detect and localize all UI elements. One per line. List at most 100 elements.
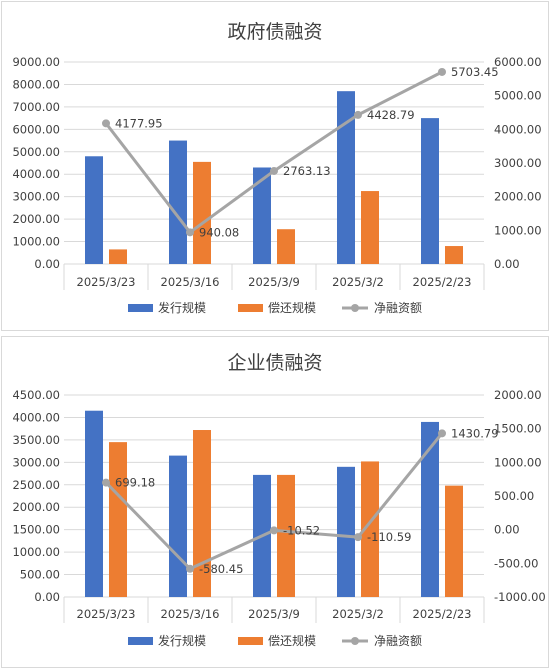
repay-bar [361,191,379,264]
x-tick-label: 2025/3/9 [248,607,300,621]
y-right-tick-label: 2000.00 [494,388,542,402]
net-financing-line [104,432,444,571]
legend-net-marker [351,637,359,645]
y-left-tick-label: 3000.00 [12,455,60,469]
y-right-tick-label: 500.00 [494,489,534,503]
issue-bar [253,167,271,264]
x-tick-label: 2025/3/16 [161,607,220,621]
x-tick-label: 2025/3/2 [332,607,384,621]
repay-bar [109,442,127,597]
y-left-tick-label: 9000.00 [12,55,60,69]
repay-bar [445,485,463,597]
y-left-tick-label: 1500.00 [12,523,60,537]
net-financing-data-label: 5703.45 [451,65,499,79]
legend-repay-label: 偿还规模 [268,300,316,315]
legend: 发行规模 偿还规模 净融资额 [128,633,422,648]
net-financing-point [438,429,446,438]
issue-bar [85,156,103,264]
x-tick-label: 2025/3/9 [248,275,300,289]
net-financing-data-label: 1430.79 [451,426,499,440]
net-financing-point [102,119,110,128]
y-right-tick-label: -500.00 [494,556,538,570]
y-right-tick-label: 1500.00 [494,422,542,436]
y-left-tick-label: 3000.00 [12,190,60,204]
net-financing-point [186,564,194,573]
y-right-tick-label: 1000.00 [494,223,542,237]
y-left-tick-label: 3500.00 [12,433,60,447]
legend-net-label: 净融资额 [374,634,422,648]
x-tick-label: 2025/3/23 [77,607,136,621]
net-financing-point [270,166,278,175]
repay-bar [277,229,295,264]
y-right-tick-label: 3000.00 [494,156,542,170]
legend-net-label: 净融资额 [374,301,422,315]
chart-panel-government: 政府债融资 0.00 1000.00 2000.00 3000.00 4000.00 500… [1,1,549,331]
repay-bar [361,461,379,597]
y-left-tick-label: 500.00 [20,568,60,582]
y-left-tick-label: 1000.00 [12,235,60,249]
repay-bar [193,430,211,597]
y-left-tick-label: 5000.00 [12,145,60,159]
y-left-tick-label: 6000.00 [12,122,60,136]
net-financing-point [354,533,362,542]
government-bond-chart: 政府债融资 0.00 1000.00 2000.00 3000.00 4000.00 500… [12,21,542,315]
issue-bar [169,455,187,597]
net-financing-point [354,110,362,119]
x-tick-label: 2025/2/23 [413,607,472,621]
y-left-tick-label: 4000.00 [12,410,60,424]
y-left-tick-label: 4000.00 [12,167,60,181]
y-left-tick-label: 0.00 [34,590,60,604]
net-financing-point [186,228,194,237]
net-financing-data-label: 4428.79 [367,108,415,122]
chart-panel-enterprise: 企业债融资 0.00 500.00 1000.00 1500.00 2000.00 2500… [1,336,549,668]
y-left-tick-label: 8000.00 [12,77,60,91]
y-left-tick-label: 2000.00 [12,212,60,226]
y-left-tick-label: 1000.00 [12,545,60,559]
issue-bar [421,421,439,597]
issue-bar [337,466,355,597]
legend-repay-label: 偿还规模 [268,633,316,648]
y-left-tick-label: 0.00 [34,257,60,271]
x-tick-label: 2025/3/2 [332,275,384,289]
y-right-tick-label: 4000.00 [494,122,542,136]
legend-repay-swatch [238,637,263,645]
y-right-tick-label: 2000.00 [494,190,542,204]
net-financing-point [270,526,278,535]
repay-bar [109,249,127,264]
legend-issue-swatch [128,304,153,312]
y-right-tick-label: 5000.00 [494,89,542,103]
y-left-tick-label: 4500.00 [12,388,60,402]
net-financing-data-label: 699.18 [115,476,155,490]
issue-bar [85,410,103,597]
legend-issue-swatch [128,637,153,645]
y-left-tick-label: 2500.00 [12,478,60,492]
repay-bar [445,246,463,264]
issue-bar [337,91,355,264]
chart-title: 企业债融资 [227,352,322,374]
y-right-tick-label: 0.00 [494,257,520,271]
repay-bar [193,161,211,264]
issue-bar [421,118,439,264]
y-left-tick-label: 7000.00 [12,100,60,114]
repay-bar [277,474,295,597]
net-financing-data-label: -580.45 [199,562,243,576]
legend-issue-label: 发行规模 [158,300,206,315]
x-tick-label: 2025/3/16 [161,275,220,289]
net-financing-data-label: -110.59 [367,530,411,544]
y-right-tick-label: -1000.00 [494,590,546,604]
net-financing-point [438,67,446,76]
legend-net-marker [351,304,359,312]
y-right-tick-label: 1000.00 [494,455,542,469]
net-financing-point [102,478,110,487]
legend-repay-swatch [238,304,263,312]
x-tick-label: 2025/3/23 [77,275,136,289]
net-financing-data-label: 940.08 [199,225,239,239]
chart-title: 政府债融资 [227,21,322,43]
issue-bar [169,140,187,264]
y-left-tick-label: 2000.00 [12,500,60,514]
x-tick-label: 2025/2/23 [413,275,472,289]
legend-issue-label: 发行规模 [158,633,206,648]
net-financing-data-label: -10.52 [283,523,320,537]
y-right-tick-label: 0.00 [494,523,520,537]
enterprise-bond-chart: 企业债融资 0.00 500.00 1000.00 1500.00 2000.00 2500… [12,352,546,648]
